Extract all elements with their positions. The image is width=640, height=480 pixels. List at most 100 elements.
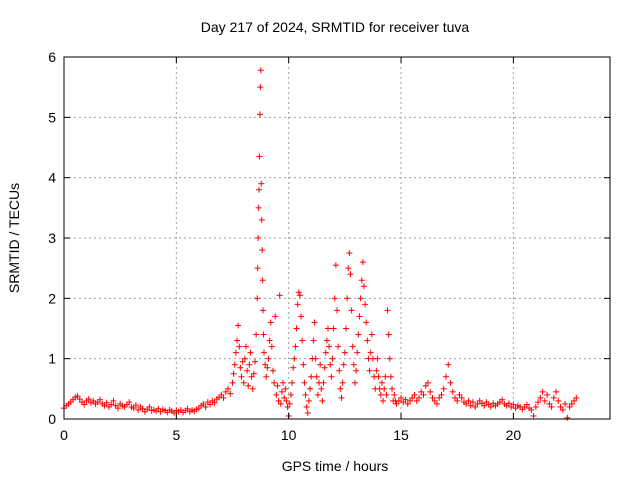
data-point-marker — [246, 361, 253, 368]
data-point-marker — [243, 343, 249, 350]
x-tick-label: 20 — [506, 427, 522, 443]
data-point-marker — [386, 355, 393, 362]
data-point-marker — [241, 355, 248, 362]
data-point-marker — [571, 397, 578, 404]
data-point-marker — [342, 325, 349, 332]
data-point-marker — [202, 403, 209, 410]
data-point-marker — [416, 394, 423, 401]
data-point-marker — [274, 382, 281, 389]
data-point-marker — [553, 388, 560, 395]
data-point-marker — [474, 400, 481, 407]
data-point-marker — [254, 265, 261, 272]
data-point-marker — [114, 405, 121, 412]
data-point-marker — [346, 250, 353, 257]
data-point-marker — [235, 322, 242, 329]
data-point-marker — [544, 391, 551, 398]
data-point-marker — [319, 397, 326, 404]
data-point-marker — [295, 289, 302, 296]
y-tick-label: 1 — [48, 351, 56, 367]
data-point-marker — [402, 396, 409, 403]
y-axis-label: SRMTID / TECUs — [6, 183, 22, 293]
data-point-marker — [331, 295, 338, 302]
data-point-marker — [330, 325, 337, 332]
data-point-marker — [240, 379, 247, 386]
data-point-marker — [257, 67, 264, 74]
data-point-marker — [236, 343, 243, 350]
data-point-marker — [320, 379, 327, 386]
data-point-marker — [555, 397, 562, 404]
data-point-marker — [339, 379, 346, 386]
data-point-marker — [308, 373, 315, 380]
data-point-marker — [291, 355, 298, 362]
data-point-marker — [349, 343, 356, 350]
data-point-marker — [296, 292, 303, 299]
data-point-marker — [360, 283, 367, 290]
data-point-marker — [328, 373, 335, 380]
data-point-marker — [260, 349, 267, 356]
data-point-marker — [368, 331, 375, 338]
data-point-marker — [248, 373, 255, 380]
data-point-marker — [132, 402, 139, 409]
data-point-marker — [327, 361, 334, 368]
data-point-marker — [254, 295, 261, 302]
data-point-marker — [272, 313, 279, 320]
data-point-marker — [541, 397, 548, 404]
data-point-marker — [260, 307, 267, 314]
y-tick-label: 2 — [48, 290, 56, 306]
data-point-marker — [548, 403, 555, 410]
grid-lines — [64, 57, 610, 419]
data-point-marker — [305, 397, 312, 404]
data-point-marker — [313, 373, 320, 380]
data-point-marker — [505, 400, 512, 407]
data-point-marker — [251, 358, 258, 365]
data-point-marker — [326, 343, 333, 350]
data-point-marker — [310, 337, 317, 344]
data-point-marker — [373, 367, 380, 374]
data-point-marker — [451, 394, 458, 401]
data-point-marker — [356, 313, 363, 320]
data-point-marker — [363, 319, 370, 326]
data-point-marker — [438, 391, 445, 398]
data-point-marker — [568, 400, 575, 407]
data-point-marker — [353, 367, 360, 374]
data-point-marker — [299, 337, 306, 344]
data-point-marker — [359, 259, 366, 266]
data-point-marker — [332, 262, 339, 269]
data-point-marker — [126, 399, 133, 406]
data-point-marker — [253, 331, 260, 338]
data-point-marker — [546, 400, 553, 407]
data-point-marker — [433, 400, 440, 407]
data-point-marker — [287, 391, 294, 398]
y-tick-label: 0 — [48, 411, 56, 427]
data-point-marker — [322, 349, 329, 356]
data-point-marker — [449, 388, 456, 395]
data-point-marker — [303, 403, 310, 410]
data-point-marker — [318, 385, 325, 392]
data-point-marker — [260, 331, 267, 338]
data-point-marker — [472, 403, 479, 410]
data-point-marker — [374, 355, 381, 362]
data-point-marker — [284, 403, 291, 410]
data-point-marker — [535, 399, 542, 406]
data-point-marker — [280, 379, 287, 386]
data-point-marker — [238, 373, 245, 380]
data-point-marker — [409, 394, 416, 401]
data-point-marker — [101, 402, 108, 409]
data-point-marker — [407, 397, 414, 404]
data-point-marker — [337, 385, 344, 392]
data-point-marker — [358, 277, 365, 284]
data-point-marker — [258, 180, 265, 187]
data-point-marker — [267, 319, 274, 326]
data-point-marker — [271, 379, 278, 386]
data-point-marker — [431, 397, 438, 404]
data-point-marker — [481, 402, 488, 409]
data-point-marker — [385, 331, 392, 338]
data-point-marker — [454, 397, 461, 404]
data-point-marker — [263, 373, 270, 380]
data-point-marker — [366, 367, 373, 374]
data-point-marker — [230, 370, 237, 377]
data-point-marker — [537, 394, 544, 401]
data-point-marker — [273, 391, 280, 398]
data-point-marker — [411, 391, 418, 398]
data-point-marker — [465, 397, 472, 404]
